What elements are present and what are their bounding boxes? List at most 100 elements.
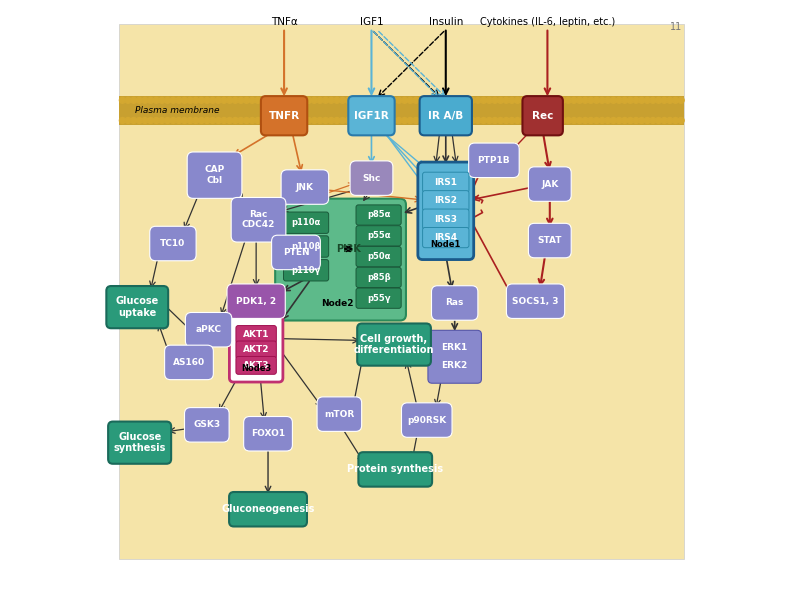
- Circle shape: [300, 97, 306, 103]
- Circle shape: [582, 97, 588, 103]
- Circle shape: [470, 118, 475, 124]
- Text: Insulin: Insulin: [429, 17, 463, 26]
- Text: STAT: STAT: [538, 236, 562, 245]
- Circle shape: [351, 118, 357, 124]
- FancyBboxPatch shape: [418, 162, 474, 260]
- Circle shape: [238, 118, 244, 124]
- Circle shape: [311, 118, 318, 124]
- Circle shape: [503, 97, 509, 103]
- Circle shape: [627, 97, 634, 103]
- Text: PI3K: PI3K: [336, 244, 361, 254]
- Text: SOCS1, 3: SOCS1, 3: [512, 296, 558, 305]
- Circle shape: [232, 118, 238, 124]
- Circle shape: [492, 97, 498, 103]
- Circle shape: [673, 97, 678, 103]
- Circle shape: [520, 97, 526, 103]
- FancyBboxPatch shape: [186, 313, 232, 347]
- Text: JAK: JAK: [541, 179, 558, 188]
- Circle shape: [577, 97, 582, 103]
- Text: Gluconeogenesis: Gluconeogenesis: [222, 504, 314, 514]
- Text: Glucose
uptake: Glucose uptake: [116, 296, 159, 318]
- Circle shape: [210, 97, 216, 103]
- Text: IRS3: IRS3: [434, 215, 458, 224]
- Circle shape: [306, 118, 312, 124]
- Circle shape: [396, 118, 402, 124]
- FancyBboxPatch shape: [422, 191, 469, 211]
- FancyBboxPatch shape: [283, 236, 329, 257]
- FancyBboxPatch shape: [358, 323, 431, 365]
- Circle shape: [165, 118, 170, 124]
- FancyBboxPatch shape: [108, 422, 171, 464]
- FancyBboxPatch shape: [236, 341, 276, 359]
- Circle shape: [458, 118, 464, 124]
- FancyBboxPatch shape: [261, 96, 307, 136]
- Circle shape: [300, 118, 306, 124]
- Circle shape: [311, 97, 318, 103]
- Circle shape: [650, 97, 656, 103]
- Circle shape: [678, 118, 684, 124]
- Circle shape: [526, 118, 532, 124]
- Text: IRS4: IRS4: [434, 233, 458, 242]
- Circle shape: [283, 97, 289, 103]
- Circle shape: [662, 97, 667, 103]
- Circle shape: [537, 97, 543, 103]
- Circle shape: [159, 97, 165, 103]
- Text: Glucose
synthesis: Glucose synthesis: [114, 432, 166, 454]
- FancyBboxPatch shape: [106, 286, 168, 328]
- Circle shape: [656, 97, 662, 103]
- Circle shape: [475, 97, 481, 103]
- Circle shape: [250, 118, 255, 124]
- Circle shape: [498, 97, 503, 103]
- Circle shape: [396, 97, 402, 103]
- Text: Node1: Node1: [430, 239, 461, 248]
- Circle shape: [351, 97, 357, 103]
- Circle shape: [498, 118, 503, 124]
- Text: p110γ: p110γ: [291, 266, 321, 275]
- Circle shape: [204, 118, 210, 124]
- FancyBboxPatch shape: [356, 288, 401, 308]
- Text: ERK1: ERK1: [442, 343, 468, 352]
- FancyBboxPatch shape: [150, 226, 196, 261]
- Circle shape: [125, 118, 131, 124]
- Circle shape: [198, 97, 204, 103]
- Circle shape: [250, 97, 255, 103]
- Circle shape: [182, 97, 187, 103]
- Circle shape: [136, 97, 142, 103]
- Text: TNFR: TNFR: [269, 111, 300, 121]
- Text: Plasma membrane: Plasma membrane: [135, 106, 220, 115]
- Circle shape: [266, 97, 272, 103]
- Circle shape: [616, 97, 622, 103]
- Text: p90RSK: p90RSK: [407, 416, 446, 425]
- Circle shape: [464, 118, 470, 124]
- Text: p55γ: p55γ: [367, 294, 390, 303]
- Circle shape: [306, 97, 312, 103]
- Circle shape: [255, 118, 261, 124]
- Text: Cytokines (IL-6, leptin, etc.): Cytokines (IL-6, leptin, etc.): [480, 17, 615, 26]
- Circle shape: [566, 118, 571, 124]
- Text: Cell growth,
differentiation: Cell growth, differentiation: [354, 334, 434, 355]
- Circle shape: [554, 97, 560, 103]
- Circle shape: [148, 97, 154, 103]
- Circle shape: [542, 118, 549, 124]
- FancyBboxPatch shape: [402, 403, 452, 437]
- Circle shape: [492, 118, 498, 124]
- Circle shape: [362, 118, 368, 124]
- Circle shape: [514, 97, 521, 103]
- FancyBboxPatch shape: [420, 96, 472, 136]
- Circle shape: [638, 97, 645, 103]
- Circle shape: [334, 118, 340, 124]
- Circle shape: [374, 118, 379, 124]
- Circle shape: [136, 118, 142, 124]
- Circle shape: [610, 97, 617, 103]
- FancyBboxPatch shape: [356, 226, 401, 246]
- Text: Node3: Node3: [241, 364, 271, 373]
- Circle shape: [599, 118, 605, 124]
- Circle shape: [633, 97, 639, 103]
- FancyBboxPatch shape: [231, 197, 286, 242]
- Circle shape: [357, 97, 362, 103]
- Circle shape: [334, 97, 340, 103]
- Circle shape: [413, 118, 419, 124]
- Circle shape: [667, 118, 673, 124]
- Text: mTOR: mTOR: [324, 410, 354, 419]
- Text: Rac
CDC42: Rac CDC42: [242, 210, 275, 229]
